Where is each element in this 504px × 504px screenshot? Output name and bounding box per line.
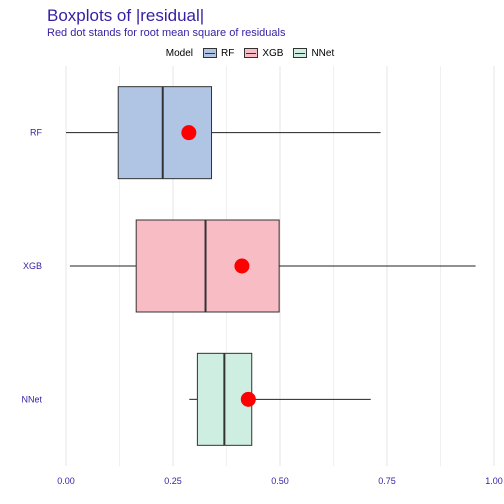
legend-item-rf: RF <box>202 47 235 59</box>
legend-label-rf: RF <box>220 47 235 59</box>
box-rf <box>117 86 213 180</box>
legend-key-xgb <box>244 48 259 58</box>
rmse-dot-xgb <box>234 258 250 274</box>
y-label-xgb: XGB <box>23 261 42 271</box>
legend: Model RF XGB NNet <box>0 45 504 61</box>
x-tick-label-0: 0.00 <box>57 476 75 486</box>
chart-title: Boxplots of |residual| <box>47 6 205 25</box>
legend-label-nnet: NNet <box>311 47 335 59</box>
chart-subtitle: Red dot stands for root mean square of r… <box>47 27 286 39</box>
rmse-dot-rf <box>181 125 197 141</box>
x-tick-label-4: 1.00 <box>485 476 503 486</box>
legend-item-xgb: XGB <box>244 48 283 59</box>
legend-key-nnet <box>293 48 308 58</box>
legend-title: Model <box>165 47 193 59</box>
legend-key-rf <box>202 48 217 58</box>
rmse-dot-nnet <box>240 391 256 407</box>
x-tick-label-2: 0.50 <box>271 476 289 486</box>
x-tick-label-3: 0.75 <box>378 476 396 486</box>
legend-item-nnet: NNet <box>293 48 334 59</box>
box-xgb <box>135 219 280 313</box>
y-label-rf: RF <box>30 128 42 138</box>
x-tick-label-1: 0.25 <box>164 476 182 486</box>
y-label-nnet: NNet <box>21 394 42 404</box>
legend-label-xgb: XGB <box>262 47 284 59</box>
